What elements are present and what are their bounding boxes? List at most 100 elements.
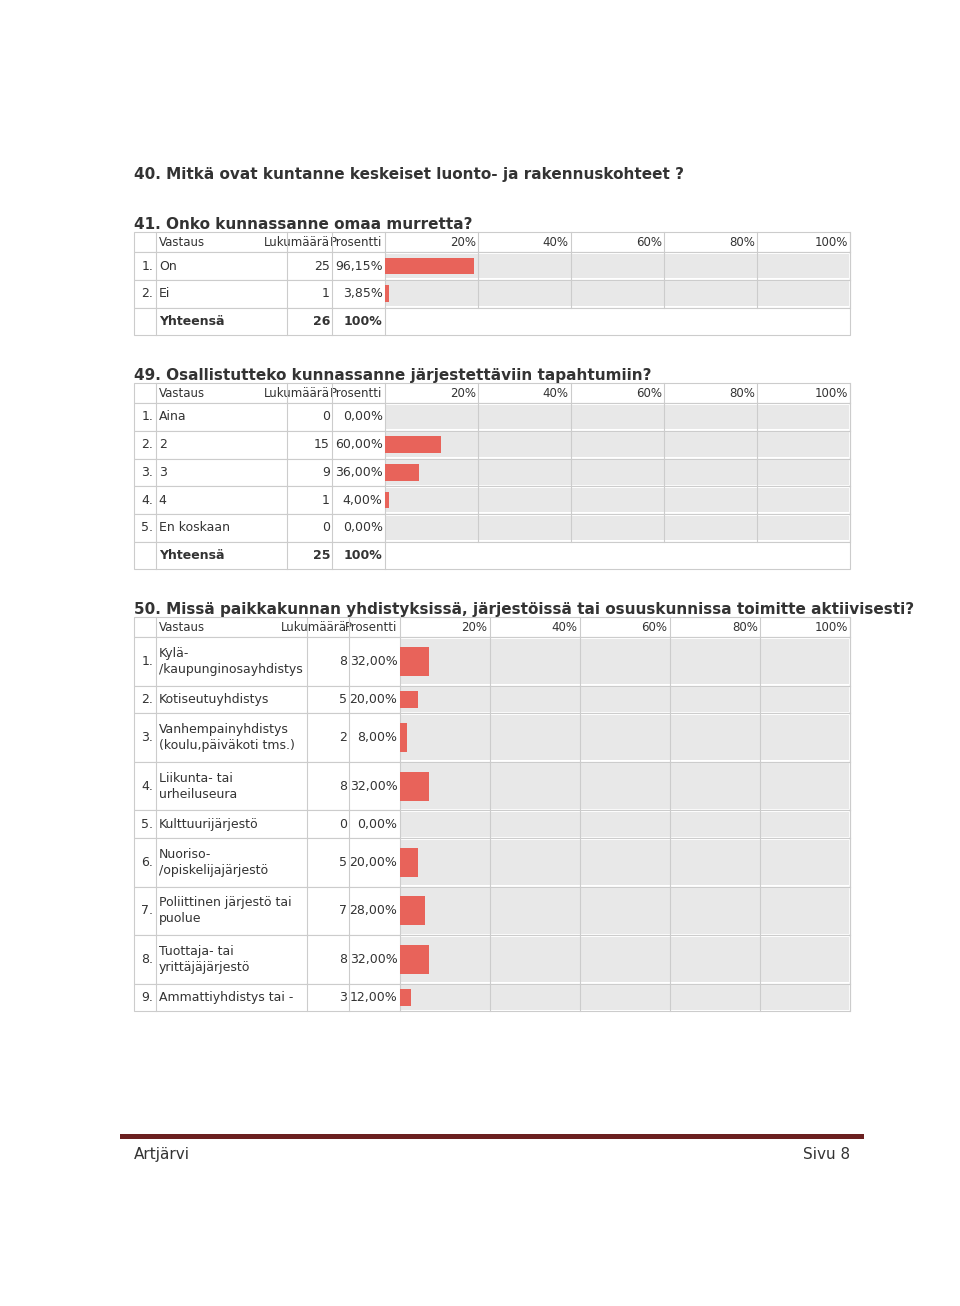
Bar [134, 279, 850, 308]
Text: Lukumäärä: Lukumäärä [281, 620, 348, 633]
Text: 4.: 4. [141, 780, 154, 793]
Text: 2.: 2. [141, 439, 154, 451]
Bar [134, 232, 850, 252]
Text: 1: 1 [323, 494, 330, 507]
Bar [386, 253, 850, 278]
Text: 5: 5 [339, 693, 348, 707]
Text: Yhteensä: Yhteensä [158, 315, 225, 328]
Text: 20,00%: 20,00% [349, 855, 397, 868]
Bar [399, 896, 425, 926]
Bar [134, 252, 850, 279]
Text: Lukumäärä: Lukumäärä [264, 235, 330, 248]
Text: Artjärvi: Artjärvi [134, 1147, 190, 1162]
Text: 9.: 9. [141, 991, 154, 1004]
Text: 0,00%: 0,00% [343, 521, 383, 534]
Text: Vanhempainyhdistys
(koulu,päiväkoti tms.): Vanhempainyhdistys (koulu,päiväkoti tms.… [158, 724, 295, 752]
Bar [400, 985, 850, 1010]
Text: 100%: 100% [344, 315, 383, 328]
Text: Kylä-
/kaupunginosayhdistys: Kylä- /kaupunginosayhdistys [158, 646, 302, 677]
Bar [400, 639, 850, 684]
Bar [134, 542, 850, 569]
Bar [399, 691, 418, 708]
Text: 96,15%: 96,15% [335, 260, 383, 273]
Text: 7.: 7. [141, 905, 154, 917]
Text: 49. Osallistutteko kunnassanne järjestettäviin tapahtumiin?: 49. Osallistutteko kunnassanne järjestet… [134, 368, 652, 383]
Text: 3: 3 [339, 991, 348, 1004]
Text: Kotiseutuyhdistys: Kotiseutuyhdistys [158, 693, 269, 707]
Bar [134, 431, 850, 458]
Text: 0,00%: 0,00% [357, 818, 397, 831]
Text: 3.: 3. [141, 731, 154, 744]
Text: 0: 0 [322, 410, 330, 423]
Text: 1.: 1. [141, 654, 154, 667]
Bar [385, 286, 389, 302]
Text: 5: 5 [339, 855, 348, 868]
Text: Sivu 8: Sivu 8 [803, 1147, 850, 1162]
Text: 50. Missä paikkakunnan yhdistyksissä, järjestöissä tai osuuskunnissa toimitte ak: 50. Missä paikkakunnan yhdistyksissä, jä… [134, 602, 914, 616]
Bar [134, 838, 850, 887]
Bar [385, 436, 441, 453]
Bar [134, 404, 850, 431]
Bar [134, 515, 850, 542]
Text: Liikunta- tai
urheiluseura: Liikunta- tai urheiluseura [158, 772, 237, 801]
Text: Yhteensä: Yhteensä [158, 549, 225, 562]
Text: 60%: 60% [641, 620, 667, 633]
Text: 5.: 5. [141, 818, 154, 831]
Bar [134, 486, 850, 515]
Bar [134, 761, 850, 811]
Text: 4.: 4. [141, 494, 154, 507]
Text: 1.: 1. [141, 260, 154, 273]
Text: 8: 8 [339, 953, 348, 966]
Bar [134, 458, 850, 486]
Bar [134, 686, 850, 713]
Text: 100%: 100% [814, 387, 848, 400]
Bar [385, 492, 389, 508]
Text: 25: 25 [314, 260, 330, 273]
Text: 60%: 60% [636, 235, 661, 248]
Text: Ei: Ei [158, 287, 170, 300]
Bar [134, 935, 850, 983]
Bar [399, 989, 411, 1006]
Text: 0: 0 [339, 818, 348, 831]
Text: 7: 7 [339, 905, 348, 917]
Text: 40. Mitkä ovat kuntanne keskeiset luonto- ja rakennuskohteet ?: 40. Mitkä ovat kuntanne keskeiset luonto… [134, 167, 684, 183]
Text: 100%: 100% [814, 235, 848, 248]
Text: Nuoriso-
/opiskelijajärjestö: Nuoriso- /opiskelijajärjestö [158, 848, 268, 876]
Text: 20%: 20% [449, 235, 476, 248]
Text: 9: 9 [323, 466, 330, 479]
Bar [400, 840, 850, 885]
Bar [400, 888, 850, 934]
Bar [385, 464, 419, 481]
Bar [386, 516, 850, 541]
Text: 2.: 2. [141, 287, 154, 300]
Bar [134, 811, 850, 838]
Text: 40%: 40% [542, 387, 568, 400]
Text: 36,00%: 36,00% [335, 466, 383, 479]
Bar [134, 308, 850, 336]
Text: 40%: 40% [552, 620, 578, 633]
Text: 8.: 8. [141, 953, 154, 966]
Text: 2.: 2. [141, 693, 154, 707]
Bar [386, 432, 850, 457]
Text: 60%: 60% [636, 387, 661, 400]
Text: Tuottaja- tai
yrittäjäjärjestö: Tuottaja- tai yrittäjäjärjestö [158, 946, 251, 974]
Text: 20%: 20% [449, 387, 476, 400]
Text: Prosentti: Prosentti [330, 235, 383, 248]
Text: Vastaus: Vastaus [158, 235, 204, 248]
Text: 4,00%: 4,00% [343, 494, 383, 507]
Text: 32,00%: 32,00% [349, 780, 397, 793]
Bar [134, 983, 850, 1011]
Text: Prosentti: Prosentti [330, 387, 383, 400]
Text: 15: 15 [314, 439, 330, 451]
Text: Vastaus: Vastaus [158, 387, 204, 400]
Text: 1: 1 [323, 287, 330, 300]
Text: Prosentti: Prosentti [345, 620, 397, 633]
Text: 2: 2 [158, 439, 167, 451]
Text: 32,00%: 32,00% [349, 953, 397, 966]
Bar [385, 257, 474, 274]
Text: 3.: 3. [141, 466, 154, 479]
Text: 6.: 6. [141, 855, 154, 868]
Bar [399, 848, 418, 876]
Bar [399, 646, 428, 677]
Bar [399, 724, 407, 752]
